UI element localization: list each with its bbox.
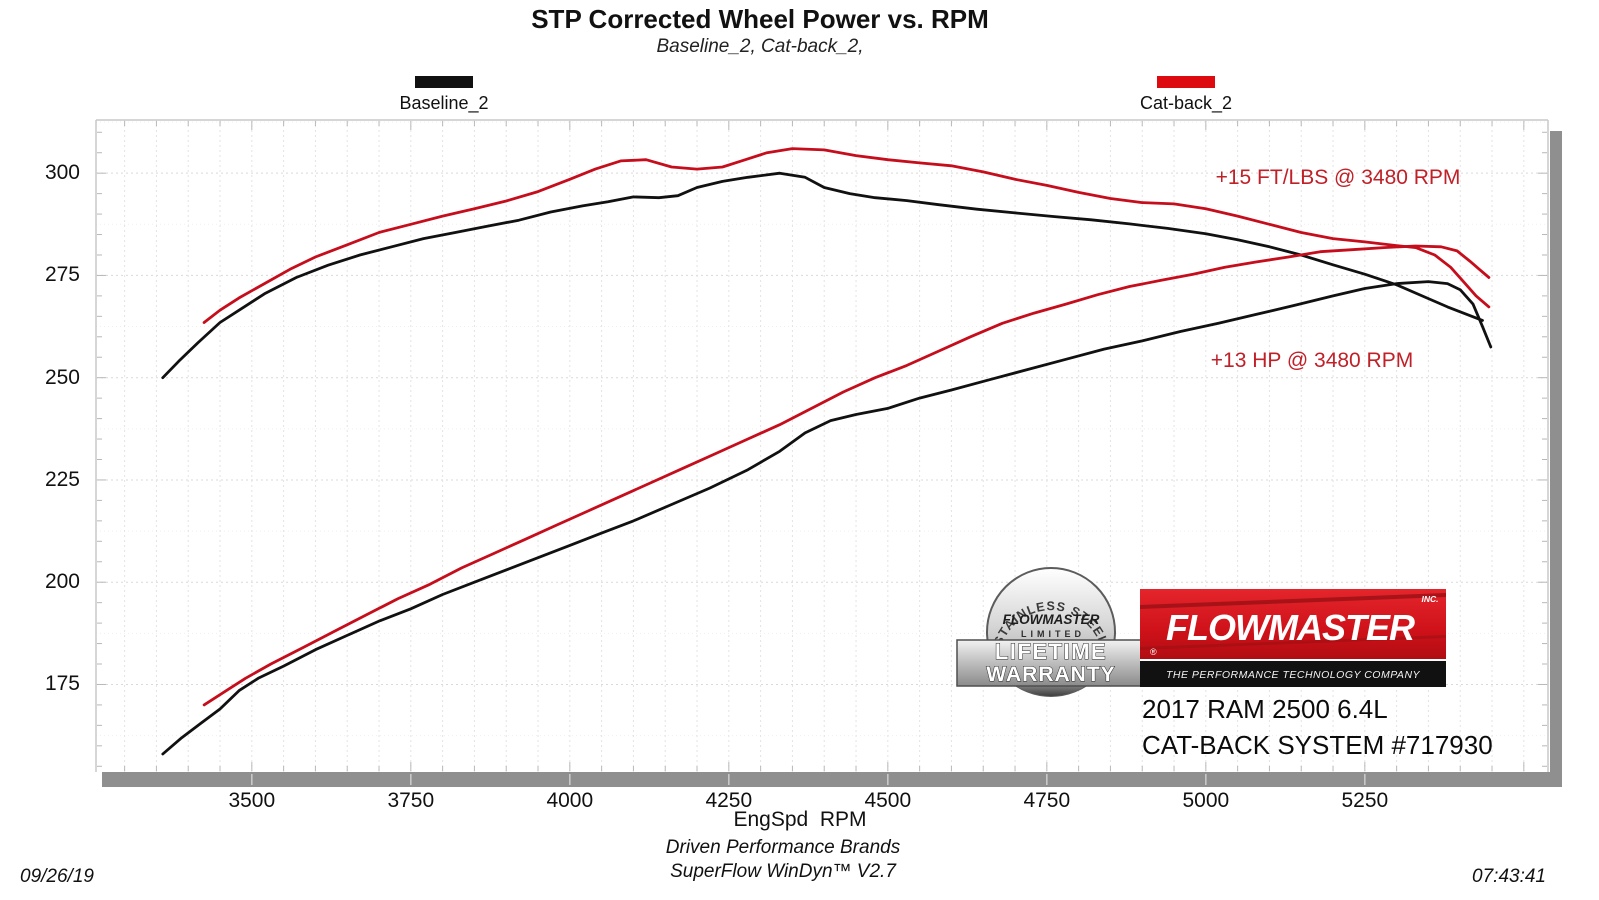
y-tick-label-225: 225 <box>44 467 80 491</box>
x-tick-label-4250: 4250 <box>705 789 753 812</box>
vehicle-description-line2: CAT-BACK SYSTEM #717930 <box>1142 730 1493 760</box>
logo-registered-mark: ® <box>1150 647 1157 657</box>
footer-date: 09/26/19 <box>20 866 94 887</box>
y-tick-label-200: 200 <box>44 570 80 594</box>
legend-swatch-baseline <box>415 76 473 88</box>
x-axis-title: EngSpd RPM <box>733 808 867 831</box>
logo-inc-text: INC. <box>1422 594 1439 604</box>
legend-label-baseline: Baseline_2 <box>399 93 489 113</box>
x-tick-label-5250: 5250 <box>1341 789 1389 812</box>
logo-white-divider <box>1140 659 1446 661</box>
y-tick-label-275: 275 <box>44 263 80 287</box>
x-tick-label-4000: 4000 <box>546 789 594 812</box>
logo-brand-text: FLOWMASTER <box>1166 607 1415 648</box>
series-line-baseline_tq <box>161 171 1484 380</box>
axis-3d-bars <box>102 131 1562 787</box>
legend-swatch-catback <box>1157 76 1215 88</box>
footer-software-line: SuperFlow WinDyn™ V2.7 <box>670 861 896 882</box>
series-line-catback_hp <box>202 244 1491 707</box>
vehicle-description-line1: 2017 RAM 2500 6.4L <box>1142 694 1388 724</box>
badge-limited-text: LIMITED <box>1021 629 1085 639</box>
y-tick-label-250: 250 <box>44 365 80 389</box>
plot-border <box>95 119 1549 772</box>
y-tick-label-300: 300 <box>44 161 80 185</box>
hp-gain-annotation: +13 HP @ 3480 RPM <box>1210 349 1414 372</box>
footer-brand-line: Driven Performance Brands <box>665 837 901 858</box>
x-tick-label-4500: 4500 <box>864 789 912 812</box>
series-line-baseline_hp <box>161 280 1493 756</box>
logo-black-band <box>1140 661 1446 687</box>
x-tick-label-5000: 5000 <box>1182 789 1230 812</box>
gridlines <box>96 120 1548 772</box>
badge-bottom-shade <box>1013 684 1089 696</box>
logo-tagline-text: THE PERFORMANCE TECHNOLOGY COMPANY <box>1166 669 1421 681</box>
badge-brand-text: FLOWMASTER <box>1003 612 1100 627</box>
edge-ticks <box>97 121 1547 771</box>
badge-lifetime-text: LIFETIME <box>995 639 1107 664</box>
lifetime-warranty-badge: STAINLESS STEEL FLOWMASTER LIMITED LIFET… <box>956 567 1146 697</box>
flowmaster-logo: FLOWMASTER INC. ® THE PERFORMANCE TECHNO… <box>1140 589 1446 687</box>
y-tick-label-175: 175 <box>44 672 80 696</box>
chart-title: STP Corrected Wheel Power vs. RPM <box>531 4 989 34</box>
x-tick-label-3500: 3500 <box>228 789 276 812</box>
badge-warranty-text: WARRANTY <box>986 663 1115 686</box>
torque-gain-annotation: +15 FT/LBS @ 3480 RPM <box>1215 166 1461 189</box>
series-line-catback_tq <box>202 147 1491 324</box>
legend-label-catback: Cat-back_2 <box>1139 93 1233 113</box>
x-tick-label-4750: 4750 <box>1023 789 1071 812</box>
footer-time: 07:43:41 <box>1472 866 1546 887</box>
logo-stripe-2 <box>1140 635 1446 650</box>
logo-stripe-1 <box>1140 593 1446 609</box>
chart-subtitle: Baseline_2, Cat-back_2, <box>656 36 864 57</box>
x-tick-label-3750: 3750 <box>387 789 435 812</box>
